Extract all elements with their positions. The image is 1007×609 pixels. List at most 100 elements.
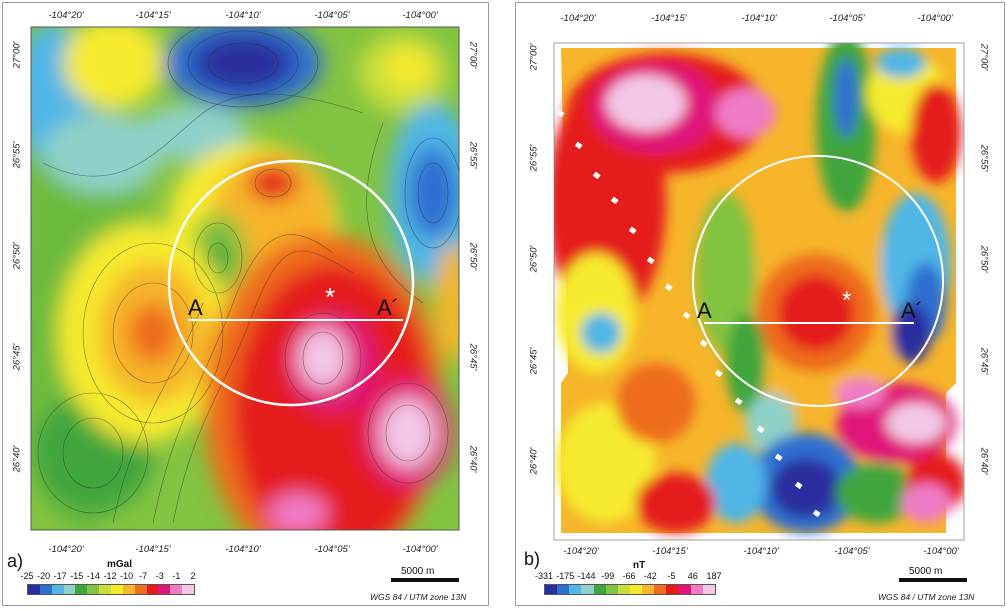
magnetic-map-panel: A A´ * -104°20' -104°15' -104°10' -104°0… bbox=[515, 2, 1005, 606]
colorbar-swatch bbox=[158, 585, 171, 594]
lat-tick-left: 26°50' bbox=[11, 242, 23, 270]
colorbar-tick-label: -66 bbox=[622, 571, 636, 581]
lon-tick-bottom: -104°00' bbox=[402, 544, 438, 555]
map-frame bbox=[553, 42, 965, 541]
colorbar-swatch bbox=[702, 585, 715, 594]
lat-tick-right: 26°40' bbox=[467, 445, 479, 473]
colorbar-unit: nT bbox=[633, 560, 646, 571]
colorbar-swatch bbox=[111, 585, 123, 594]
colorbar-swatch bbox=[134, 585, 147, 594]
lon-tick-bottom: -104°05' bbox=[834, 546, 870, 557]
lat-tick-left: 26°50' bbox=[528, 245, 540, 273]
lon-tick-top: -104°00' bbox=[402, 10, 438, 21]
star-marker: * bbox=[325, 282, 335, 312]
colorbar-swatch bbox=[666, 585, 679, 594]
projection-label: WGS 84 / UTM zone 13N bbox=[878, 592, 975, 602]
lon-tick-bottom: -104°05' bbox=[314, 544, 350, 555]
colorbar-swatch bbox=[545, 585, 558, 594]
colorbar-tick-label: 187 bbox=[706, 571, 722, 581]
lon-tick-bottom: -104°20' bbox=[48, 544, 84, 555]
colorbar-tick-label: -1 bbox=[172, 571, 181, 581]
star-marker: * bbox=[842, 287, 851, 314]
gravity-anomaly-field bbox=[31, 27, 459, 530]
colorbar-tick-label: -15 bbox=[70, 571, 84, 581]
colorbar-tick-label: -99 bbox=[601, 571, 615, 581]
magnetic-map: A A´ * bbox=[553, 42, 965, 541]
colorbar-tick-label: -331 bbox=[534, 571, 554, 581]
scale-label: 5000 m bbox=[401, 566, 435, 577]
colorbar-tick-label: 2 bbox=[190, 571, 196, 581]
colorbar-swatch bbox=[654, 585, 667, 594]
colorbar-swatch bbox=[557, 585, 570, 594]
colorbar-swatch bbox=[182, 585, 195, 594]
colorbar-swatch bbox=[63, 585, 76, 594]
lon-tick-top: -104°10' bbox=[225, 10, 261, 21]
colorbar-swatch bbox=[678, 585, 691, 594]
lon-tick-bottom: -104°10' bbox=[743, 546, 779, 557]
panel-label: a) bbox=[7, 551, 24, 571]
colorbar-swatch bbox=[39, 585, 52, 594]
lon-tick-top: -104°05' bbox=[314, 10, 350, 21]
lon-tick-bottom: -104°15' bbox=[135, 544, 171, 555]
colorbar-tick-label: -5 bbox=[667, 571, 676, 581]
lat-tick-right: 26°55' bbox=[467, 141, 479, 169]
colorbar-tick-label: -14 bbox=[86, 571, 100, 581]
lon-tick-top: -104°10' bbox=[741, 13, 777, 24]
colorbar-unit: mGal bbox=[107, 559, 133, 570]
lon-tick-bottom: -104°20' bbox=[563, 546, 599, 557]
colorbar-swatch bbox=[690, 585, 703, 594]
colorbar-swatch bbox=[593, 585, 606, 594]
colorbar-swatch bbox=[642, 585, 655, 594]
colorbar-tick-label: -12 bbox=[103, 571, 117, 581]
profile-start-label: A bbox=[697, 298, 712, 323]
colorbar-swatch bbox=[51, 585, 64, 594]
lon-tick-bottom: -104°15' bbox=[652, 546, 688, 557]
colorbar-labels: -331 -175 -144 -99 -66 -42 -5 46 187 bbox=[535, 571, 722, 582]
colorbar-swatch bbox=[87, 585, 100, 594]
colorbar-swatch bbox=[170, 585, 183, 594]
lat-tick-right: 26°50' bbox=[978, 245, 990, 273]
lat-tick-left: 26°40' bbox=[528, 447, 540, 475]
projection-label: WGS 84 / UTM zone 13N bbox=[370, 592, 467, 602]
lat-tick-right: 26°45' bbox=[978, 347, 990, 375]
lat-tick-left: 27°00' bbox=[528, 43, 540, 71]
gravity-map: A A´ * bbox=[30, 26, 460, 531]
colorbar-tick-label: -175 bbox=[556, 571, 575, 581]
colorbar-swatch bbox=[581, 585, 594, 594]
lat-tick-right: 26°55' bbox=[978, 144, 990, 172]
lon-tick-top: -104°00' bbox=[917, 13, 953, 24]
scale-label: 5000 m bbox=[909, 566, 943, 577]
lat-tick-right: 26°45' bbox=[467, 343, 479, 371]
profile-end-label: A´ bbox=[377, 295, 399, 320]
profile-end-label: A´ bbox=[901, 298, 923, 323]
lon-tick-top: -104°20' bbox=[48, 10, 84, 21]
colorbar bbox=[544, 584, 716, 595]
colorbar-swatch bbox=[629, 585, 643, 594]
lon-tick-top: -104°15' bbox=[651, 13, 687, 24]
lat-tick-left: 26°55' bbox=[528, 144, 540, 172]
lat-tick-right: 26°40' bbox=[978, 447, 990, 475]
lat-tick-left: 26°40' bbox=[11, 445, 23, 473]
colorbar-tick-label: -25 bbox=[20, 571, 34, 581]
lon-tick-top: -104°20' bbox=[560, 13, 596, 24]
colorbar-swatch bbox=[75, 585, 88, 594]
colorbar-swatch bbox=[146, 585, 159, 594]
colorbar-tick-label: -144 bbox=[577, 571, 596, 581]
lat-tick-left: 27°00' bbox=[11, 41, 23, 69]
colorbar-swatch bbox=[605, 585, 618, 594]
scale-bar bbox=[391, 578, 459, 582]
colorbar-tick-label: -3 bbox=[155, 571, 164, 581]
colorbar-labels: -25 -20 -17 -15 -14 -12 -10 -7 -3 -1 2 bbox=[20, 571, 196, 582]
lat-tick-left: 26°45' bbox=[528, 347, 540, 375]
structure-circle bbox=[167, 159, 415, 407]
profile-start-label: A bbox=[188, 295, 203, 320]
colorbar-tick-label: -20 bbox=[37, 571, 51, 581]
magnetic-anomaly-field bbox=[554, 43, 964, 533]
lat-tick-left: 26°55' bbox=[11, 141, 23, 169]
colorbar-tick-label: 46 bbox=[687, 571, 698, 581]
gravity-map-panel: A A´ * -104°20' -104°15' -104°10' -104°0… bbox=[2, 2, 489, 606]
colorbar bbox=[27, 584, 195, 595]
lon-tick-top: -104°15' bbox=[135, 10, 171, 21]
lat-tick-right: 27°00' bbox=[978, 43, 990, 71]
colorbar-tick-label: -7 bbox=[139, 571, 148, 581]
